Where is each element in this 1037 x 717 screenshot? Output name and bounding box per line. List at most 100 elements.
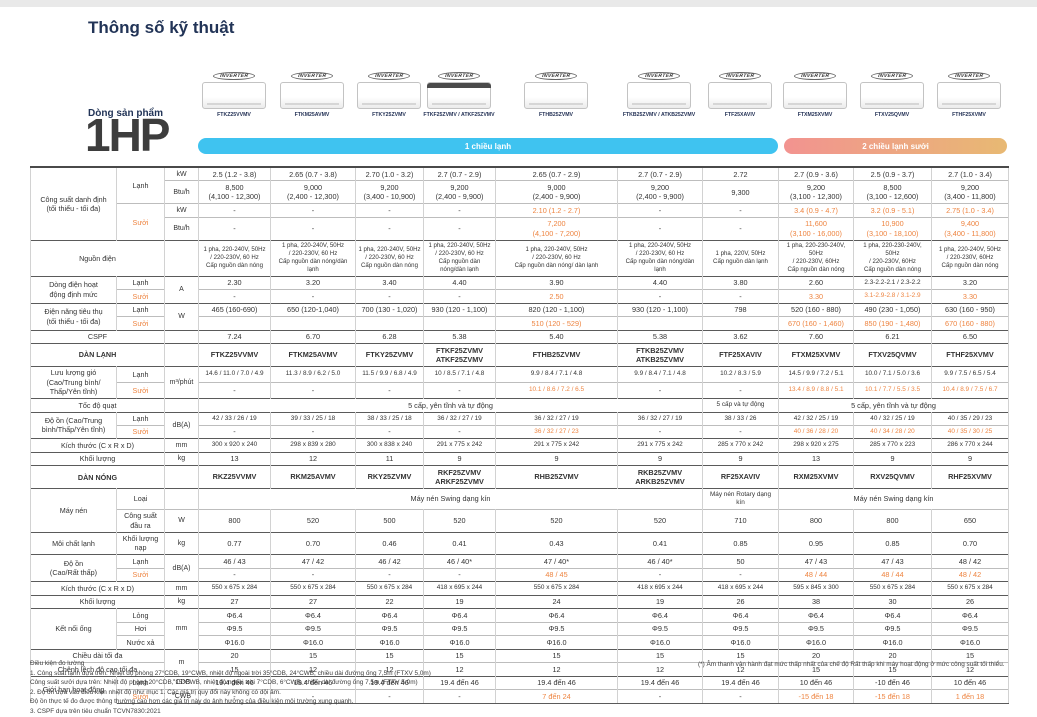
spec-cell: 42 / 33 / 26 / 19 xyxy=(198,411,271,426)
spec-cell: 46 / 43 xyxy=(198,554,271,569)
table-row: Nước xả Φ16.0 Φ16.0 Φ16.0 Φ16.0 Φ16.0 Φ16.0 Φ16… xyxy=(31,635,1009,650)
spec-cell: 10 / 8.5 / 7.1 / 4.8 xyxy=(423,365,496,383)
spec-cell: Φ6.4 xyxy=(198,608,271,623)
inverter-logo: INVERTER xyxy=(793,72,837,80)
table-row: Btu/h - - - -7,200 (4,100 - 7,200) - -11,600 (… xyxy=(31,216,1009,241)
spec-cell xyxy=(270,316,356,331)
banner-heating-label: 2 chiều lạnh sưởi xyxy=(862,141,929,151)
spec-cell: - xyxy=(423,216,496,241)
spec-cell: - xyxy=(355,424,424,439)
spec-cell: 650 (120-1,040) xyxy=(270,302,356,317)
product-item: INVERTER FTKM25AVMV xyxy=(270,72,354,118)
product-item: INVERTER FTKZ25VVMV xyxy=(192,72,276,118)
spec-cell: 3.1-2.9-2.8 / 3.1-2.9 xyxy=(853,289,932,304)
spec-cell: 9,200 (2,400 - 9,900) xyxy=(423,180,496,204)
spec-cell: 550 x 675 x 284 xyxy=(495,581,618,596)
spec-cell: Φ9.5 xyxy=(270,621,356,636)
spec-cell: - xyxy=(198,381,271,399)
spec-cell: Sưởi xyxy=(116,316,165,331)
ac-unit-image xyxy=(708,82,772,109)
table-row: Kết nối ống Lỏng mm Φ6.4 Φ6.4 Φ6.4 Φ6.4 Φ6.4 Φ6.… xyxy=(30,608,1009,650)
spec-cell: 48 / 42 xyxy=(931,567,1009,582)
spec-cell: Φ9.5 xyxy=(423,621,496,636)
spec-cell: CSPF xyxy=(30,329,165,344)
model-name: FTXM25XVMV xyxy=(797,112,833,118)
spec-cell: 10.0 / 7.1 / 5.0 / 3.6 xyxy=(853,365,932,383)
spec-cell: -10 đến 46 xyxy=(853,675,932,690)
spec-cell: 2.60 xyxy=(778,275,854,290)
spec-cell: 14.6 / 11.0 / 7.0 / 4.9 xyxy=(198,365,271,383)
spec-cell xyxy=(164,329,199,344)
spec-cell: Khối lượng nạp xyxy=(116,531,165,555)
spec-cell: Máy nén Swing dạng kín xyxy=(778,488,1009,510)
spec-cell: Loại xyxy=(116,488,165,510)
spec-cell: - xyxy=(270,424,356,439)
spec-cell: 12 xyxy=(495,662,618,677)
spec-cell: 36 / 32 / 27 / 19 xyxy=(617,411,703,426)
spec-cell: 9 xyxy=(931,451,1009,466)
spec-cell: 48 / 44 xyxy=(853,567,932,582)
spec-cell: Sưởi xyxy=(116,381,165,399)
spec-cell: - xyxy=(423,381,496,399)
spec-cell xyxy=(164,465,199,489)
spec-cell: 285 x 770 x 223 xyxy=(853,438,932,453)
table-row: Khối lượng kg 27 27 22 19 24 19 26 38 30 26 xyxy=(30,594,1009,609)
spec-cell: 465 (160-690) xyxy=(198,302,271,317)
spec-cell: Chiều dài tối đa xyxy=(30,648,165,663)
spec-cell xyxy=(164,343,199,367)
spec-cell: 650 xyxy=(931,508,1009,533)
spec-cell: Tốc độ quạt xyxy=(30,398,165,413)
spec-cell xyxy=(355,316,424,331)
spec-cell: 38 / 33 / 25 / 18 xyxy=(355,411,424,426)
spec-cell: 5.38 xyxy=(617,329,703,344)
model-name: FTKY25ZVMV xyxy=(372,112,406,118)
spec-cell: 300 x 920 x 240 xyxy=(198,438,271,453)
spec-cell: 48 / 44 xyxy=(778,567,854,582)
spec-cell: 550 x 675 x 284 xyxy=(198,581,271,596)
spec-cell: 520 xyxy=(495,508,618,533)
page-title: Thông số kỹ thuật xyxy=(88,18,235,37)
spec-cell: FTKF25ZVMV ATKF25ZVMV xyxy=(423,343,496,367)
series-label: Dòng sản phẩm xyxy=(88,108,164,119)
ac-unit-image xyxy=(427,82,491,109)
spec-cell: Φ16.0 xyxy=(778,635,854,650)
spec-cell: 2.70 (1.0 - 3.2) xyxy=(355,166,424,181)
spec-cell: m³/phút xyxy=(164,365,199,399)
spec-cell: 5 cấp và tự động xyxy=(702,398,779,413)
spec-cell: Môi chất lạnh xyxy=(30,531,117,555)
spec-cell: 48 / 45 xyxy=(495,567,618,582)
spec-cell: - xyxy=(270,381,356,399)
ac-unit-image xyxy=(202,82,266,109)
spec-cell: 850 (190 - 1,480) xyxy=(853,316,932,331)
spec-cell: RKB25ZVMV ARKB25ZVMV xyxy=(617,465,703,489)
table-row: DÀN NÓNG RKZ25VVMV RKM25AVMV RKY25ZVMV RKF25… xyxy=(30,465,1009,489)
spec-cell: 0.85 xyxy=(853,531,932,555)
spec-cell: 14.5 / 9.9 / 7.2 / 5.1 xyxy=(778,365,854,383)
spec-cell: 7 đến 24 xyxy=(495,688,618,704)
spec-cell: Φ6.4 xyxy=(702,608,779,623)
spec-cell: Sưởi xyxy=(116,289,165,304)
spec-cell: 2.7 (0.7 - 2.9) xyxy=(423,166,496,181)
inverter-logo: INVERTER xyxy=(290,72,334,80)
spec-cell: 550 x 675 x 284 xyxy=(355,581,424,596)
table-row: Sưởi - - - -48 / 45- -48 / 44 48 / 44 48 / 42 xyxy=(31,567,1009,582)
spec-cell xyxy=(164,488,199,510)
spec-cell: 2.7 (0.9 - 3.6) xyxy=(778,166,854,181)
spec-cell: Độ ồn (Cao/Trung bình/Thấp/Yên tĩnh) xyxy=(30,411,117,439)
spec-cell: 418 x 695 x 244 xyxy=(423,581,496,596)
spec-cell: 500 xyxy=(355,508,424,533)
spec-cell: Φ6.4 xyxy=(617,608,703,623)
spec-cell: Lưu lượng gió (Cao/Trung bình/ Thấp/Yên … xyxy=(30,365,117,399)
spec-cell: Máy nén xyxy=(30,488,117,533)
spec-cell: W xyxy=(164,508,199,533)
spec-cell: 9,200 (2,400 - 9,900) xyxy=(617,180,703,204)
spec-cell: Nước xả xyxy=(116,635,165,650)
spec-cell: 13 xyxy=(198,451,271,466)
model-name: FTKF25ZVMV / ATKF25ZVMV xyxy=(423,112,495,118)
spec-cell: 2.3-2.2-2.1 / 2.3-2.2 xyxy=(853,275,932,290)
spec-cell: 27 xyxy=(198,594,271,609)
spec-cell: Btu/h xyxy=(164,216,199,241)
spec-cell: kW xyxy=(164,203,199,218)
spec-cell: 1 pha, 220-240V, 50Hz / 220-230V, 60 Hz … xyxy=(198,239,271,277)
spec-cell: FTXV25QVMV xyxy=(853,343,932,367)
